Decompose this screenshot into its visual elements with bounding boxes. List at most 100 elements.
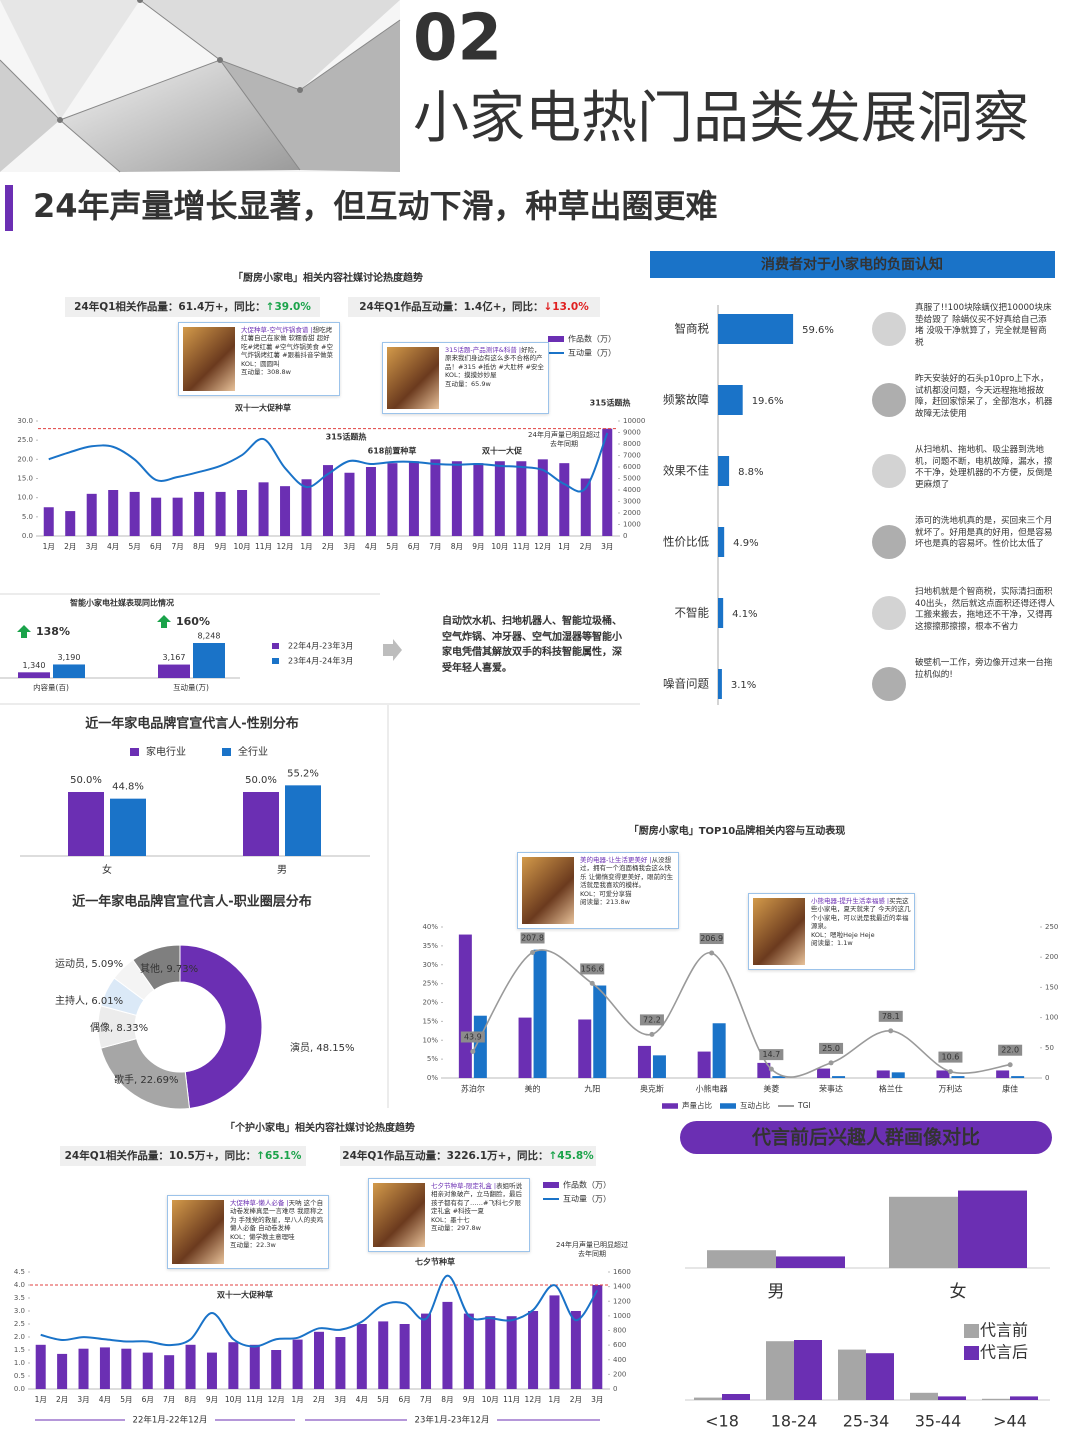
stat-label: 24年Q1作品互动量：3226.1万+，同比： <box>342 1150 549 1162</box>
y2-tick-label: 200 <box>1045 953 1058 961</box>
value-label: 25.0 <box>822 1044 840 1053</box>
category-label: 效果不佳 <box>663 464 709 478</box>
chart-title: 「厨房小家电」相关内容社媒讨论热度趋势 <box>233 271 423 284</box>
subtitle-accent <box>5 185 13 231</box>
y-tick-label: 4.0 <box>14 1281 25 1289</box>
bar <box>518 1017 532 1078</box>
x-tick-label: 8月 <box>441 1395 453 1404</box>
growth-arrow <box>157 615 171 628</box>
bar <box>451 461 462 536</box>
line <box>40 1274 599 1348</box>
bar <box>344 472 355 536</box>
chart-title: 近一年家电品牌官宣代言人-职业圈层分布 <box>72 894 311 910</box>
y2-tick-label: 9000 <box>623 429 641 437</box>
post-thumbnail <box>522 857 574 924</box>
bar <box>206 1352 217 1389</box>
bar <box>237 490 248 536</box>
annotation: 315话题热 <box>590 398 631 408</box>
value-label: 78.1 <box>882 1012 900 1021</box>
x-tick-label: 12月 <box>277 542 294 551</box>
x-tick-label: 5月 <box>386 542 398 551</box>
annotation: 双十一大促 <box>482 446 523 456</box>
y-tick-label: 0.0 <box>14 1385 25 1393</box>
x-tick-label: 互动量(万) <box>173 682 209 692</box>
post-text: 315话题-产品测评&科普 |好险，原来我们身边有这么多不合格的产品！#315 … <box>445 346 545 388</box>
bar <box>718 385 743 415</box>
x-tick-label: 12月 <box>525 1395 542 1404</box>
bar <box>910 1392 938 1400</box>
y-tick-label: 2.5 <box>14 1320 25 1328</box>
value-label: 207.8 <box>521 933 544 942</box>
bar <box>996 1070 1010 1078</box>
quote: 真服了!!100块除螨仪把10000块床垫给毁了 除螨仪买不好真给自己添堵 没吸… <box>915 303 1052 348</box>
x-tick-label: 3月 <box>77 1395 89 1404</box>
bar <box>365 467 376 536</box>
card-title: 大促种草-空气炸锅食谱 | <box>241 326 313 334</box>
bar <box>936 1070 950 1078</box>
y2-tick-label: 6000 <box>623 463 641 471</box>
bar <box>215 491 226 536</box>
legend-swatch <box>548 336 564 342</box>
bar <box>494 461 505 536</box>
bar <box>1011 1076 1025 1078</box>
stat-change: ↓13.0% <box>543 301 589 313</box>
x-tick-label: 内容量(百) <box>33 682 69 692</box>
category-label: 性价比低 <box>663 535 709 549</box>
post-text: 大促种草-懒人必备 |天呐 这个自动卷发棒真是一言难尽 我愿称之为 手残党的救星… <box>230 1199 325 1250</box>
legend-swatch <box>130 748 139 756</box>
y-tick-label: 20% <box>422 999 438 1007</box>
y-tick-label: 0.5 <box>14 1372 25 1380</box>
x-tick-label: 3月 <box>601 542 613 551</box>
card-metric: 互动量：308.8w <box>241 368 291 377</box>
quote: 扫地机就是个智商税，实际清扫面积40出头，然后就这点面积还得还得人工搬来搬去，拖… <box>915 587 1055 632</box>
bar <box>108 490 119 536</box>
y2-tick-label: 8000 <box>623 440 641 448</box>
y2-tick-label: 0 <box>1045 1074 1049 1082</box>
card-metric: 阅读量：1.1w <box>811 939 853 948</box>
bar <box>193 643 225 678</box>
x-tick-label: 12月 <box>268 1395 285 1404</box>
bar <box>164 1355 175 1389</box>
value-label-bg <box>460 1031 485 1043</box>
x-tick-label: 4月 <box>107 542 119 551</box>
legend-label: 家电行业 <box>146 745 186 758</box>
x-tick-label: 2月 <box>580 542 592 551</box>
bar <box>958 1190 1027 1268</box>
y-tick-label: 0% <box>427 1074 438 1082</box>
x-tick-label: 3月 <box>334 1395 346 1404</box>
card-body: 好险，原来我们身边有这么多不合格的产品！#315 #抵仿 #大肚杯 #安全 <box>445 346 544 371</box>
x-tick-label: 8月 <box>193 542 205 551</box>
bar <box>86 493 97 536</box>
title-bar <box>650 251 1055 278</box>
bar <box>712 1023 726 1078</box>
x-tick-label: 11月 <box>513 542 530 551</box>
value-label: 55.2% <box>287 768 319 779</box>
bar <box>528 1311 539 1389</box>
chart-title: 近一年家电品牌官宣代言人-性别分布 <box>85 716 298 732</box>
x-tick-label: 3月 <box>591 1395 603 1404</box>
card-kol: KOL：懒学教主意理哇 <box>230 1232 295 1241</box>
x-tick-label: 8月 <box>184 1395 196 1404</box>
annotation: 24年月声量已明显超过去年同期 <box>528 431 600 449</box>
bar <box>637 1045 651 1078</box>
x-tick-label: 格兰仕 <box>879 1084 903 1094</box>
bar <box>592 1285 603 1389</box>
chart-title: 代言前后兴趣人群画像对比 <box>751 1126 980 1149</box>
bar <box>442 1301 453 1389</box>
chart-title: 「厨房小家电」TOP10品牌相关内容与互动表现 <box>629 824 846 837</box>
x-tick-label: 10月 <box>491 542 508 551</box>
point <box>768 1066 774 1072</box>
bar <box>697 1051 711 1078</box>
point <box>888 1028 894 1034</box>
annotation: 315话题热 <box>326 432 367 442</box>
post-card: 大促种草-空气炸锅食谱 |想吃烤红薯自己在家做 软糯香甜 超好吃#烤红薯 #空气… <box>178 322 340 396</box>
x-tick-label: 11月 <box>503 1395 520 1404</box>
bar <box>356 1324 367 1389</box>
y-tick-label: 30% <box>422 961 438 969</box>
x-tick-label: 5月 <box>120 1395 132 1404</box>
bar <box>772 1076 786 1078</box>
legend-label: 22年4月-23年3月 <box>288 641 353 651</box>
point <box>530 949 536 955</box>
y-tick-label: 0.0 <box>22 532 33 540</box>
